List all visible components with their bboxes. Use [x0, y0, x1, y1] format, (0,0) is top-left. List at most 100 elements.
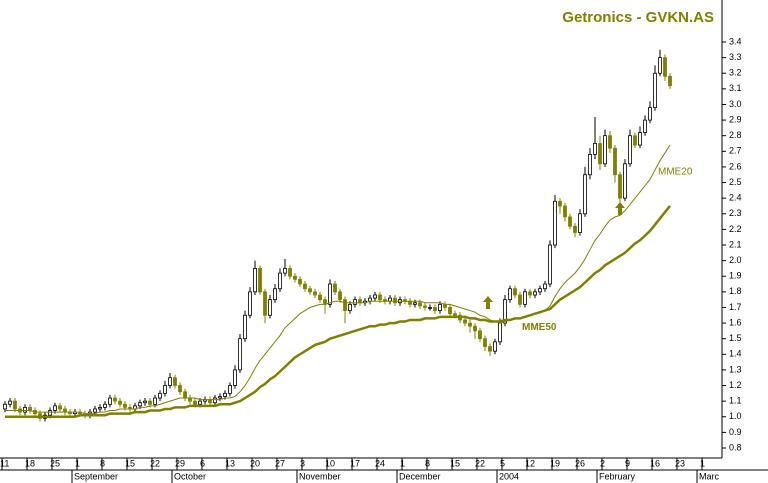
candle-body — [353, 299, 357, 305]
candle-body — [303, 283, 307, 290]
y-tick-label: 2.7 — [729, 146, 742, 156]
month-label: November — [299, 471, 341, 481]
candle-body — [493, 341, 497, 352]
y-tick-label: 1.5 — [729, 333, 742, 343]
series-label: MME20 — [658, 167, 693, 178]
x-tick-label: 27 — [275, 458, 285, 468]
candle-body — [298, 278, 302, 285]
candle-body — [98, 406, 102, 410]
candle-body — [173, 377, 177, 386]
x-tick-label: 1 — [75, 458, 80, 468]
candle-body — [148, 400, 152, 405]
candle-body — [158, 392, 162, 399]
x-tick-label: 22 — [475, 458, 485, 468]
x-tick-label: 20 — [250, 458, 260, 468]
candle-body — [143, 400, 147, 404]
month-label: 2004 — [499, 471, 519, 481]
candle-body — [333, 283, 337, 293]
candle-body — [198, 400, 202, 405]
candle-body — [93, 408, 97, 413]
candle-body — [533, 291, 537, 296]
candle-body — [503, 299, 507, 324]
candle-body — [23, 406, 27, 413]
candle-body — [13, 400, 17, 410]
x-tick-label: 16 — [650, 458, 660, 468]
candle-body — [228, 385, 232, 394]
x-tick-label: 19 — [550, 458, 560, 468]
moving-average-line — [5, 144, 671, 415]
candle-body — [528, 291, 532, 296]
month-label: September — [74, 471, 118, 481]
candle-body — [423, 305, 427, 308]
candle-body — [378, 294, 382, 301]
candle-body — [668, 75, 672, 87]
candle-body — [58, 405, 62, 410]
x-tick-label: 15 — [125, 458, 135, 468]
candle-body — [618, 174, 622, 199]
candle-body — [213, 397, 217, 404]
candle-body — [593, 143, 597, 155]
x-tick-label: 12 — [525, 458, 535, 468]
candle-body — [418, 302, 422, 307]
candle-body — [478, 330, 482, 340]
candle-body — [643, 119, 647, 133]
candle-body — [328, 283, 332, 305]
y-tick-label: 2.9 — [729, 114, 742, 124]
candle-body — [428, 307, 432, 309]
y-tick-label: 2.8 — [729, 130, 742, 140]
x-tick-label: 29 — [175, 458, 185, 468]
y-tick-label: 3.0 — [729, 99, 742, 109]
candle-body — [118, 400, 122, 405]
candle-body — [523, 291, 527, 305]
y-tick-label: 2.1 — [729, 239, 742, 249]
month-label: December — [399, 471, 441, 481]
candle-body — [553, 200, 557, 246]
candle-body — [658, 57, 662, 74]
x-tick-label: 2 — [600, 458, 605, 468]
candle-body — [598, 143, 602, 165]
candle-body — [168, 377, 172, 386]
signal-arrow — [483, 296, 493, 309]
candle-body — [578, 213, 582, 233]
y-tick-label: 2.6 — [729, 161, 742, 171]
candle-body — [603, 135, 607, 165]
candle-body — [3, 403, 7, 410]
y-tick-label: 3.1 — [729, 83, 742, 93]
candle-body — [308, 288, 312, 293]
candle-body — [223, 392, 227, 397]
y-tick-label: 2.3 — [729, 208, 742, 218]
candle-body — [448, 307, 452, 315]
x-tick-label: 24 — [375, 458, 385, 468]
candle-body — [218, 396, 222, 399]
month-label: February — [599, 471, 636, 481]
candle-body — [648, 107, 652, 121]
candle-body — [153, 397, 157, 405]
candle-body — [633, 135, 637, 146]
candle-body — [8, 400, 12, 405]
x-tick-label: 8 — [100, 458, 105, 468]
candle-body — [293, 275, 297, 280]
y-tick-label: 1.0 — [729, 411, 742, 421]
candle-body — [433, 307, 437, 311]
candle-body — [103, 403, 107, 408]
x-tick-label: 9 — [625, 458, 630, 468]
candle-body — [348, 303, 352, 311]
candle-body — [238, 338, 242, 371]
candle-body — [438, 303, 442, 311]
candle-body — [463, 319, 467, 324]
x-tick-label: 13 — [225, 458, 235, 468]
candle-body — [543, 283, 547, 290]
y-tick-label: 1.1 — [729, 396, 742, 406]
y-tick-label: 2.5 — [729, 177, 742, 187]
candle-body — [163, 385, 167, 394]
moving-average-line — [5, 205, 671, 419]
x-tick-label: 23 — [675, 458, 685, 468]
candle-body — [608, 135, 612, 149]
candle-body — [483, 338, 487, 347]
x-tick-label: 8 — [425, 458, 430, 468]
candle-body — [513, 288, 517, 296]
candle-body — [623, 163, 627, 199]
candle-body — [313, 291, 317, 296]
